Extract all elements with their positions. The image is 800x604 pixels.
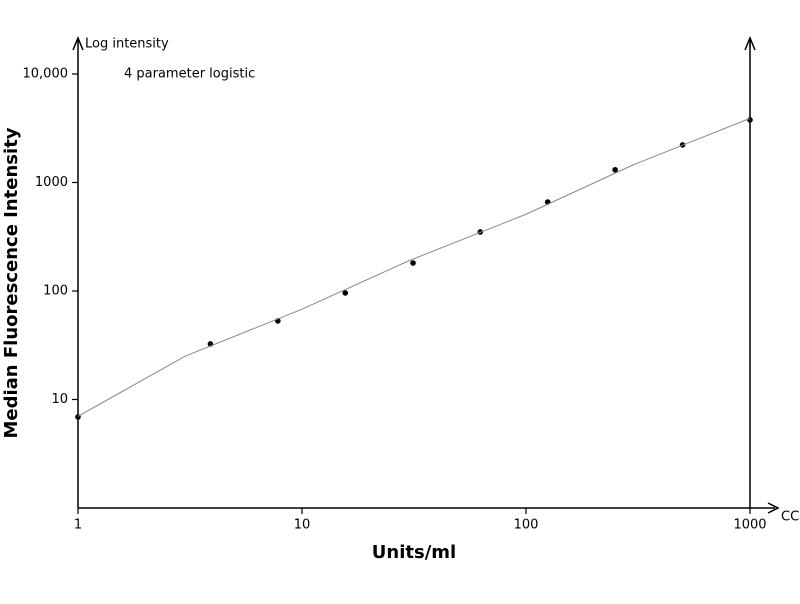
- data-point: [612, 166, 618, 173]
- y-tick-label: 100: [43, 284, 68, 299]
- x-tick-label: 10: [294, 518, 311, 533]
- y-tick-label: 10,000: [23, 67, 69, 82]
- x-arrow: [767, 502, 780, 514]
- axes: [72, 36, 780, 514]
- x-tick-label: 1: [74, 518, 82, 533]
- y-tick-label: 10: [51, 392, 68, 407]
- data-point: [410, 260, 416, 266]
- y-axis-caption: Log intensity: [85, 37, 169, 52]
- x-axis-title: Units/ml: [372, 542, 456, 563]
- right-axis-caption: I: [748, 37, 752, 52]
- fit-curve: [77, 117, 751, 417]
- y-axis-title: Median Fluorescence Intensity: [1, 127, 22, 438]
- y-arrow: [72, 36, 84, 51]
- right-arrow: [744, 36, 756, 51]
- data-point: [747, 117, 753, 123]
- x-axis-caption: CC: [781, 510, 799, 525]
- x-tick-label: 1000: [733, 518, 766, 533]
- annotation: 4 parameter logistic: [124, 67, 255, 82]
- x-tick-label: 100: [514, 518, 539, 533]
- data-point: [342, 290, 349, 296]
- y-tick-label: 1000: [35, 175, 68, 190]
